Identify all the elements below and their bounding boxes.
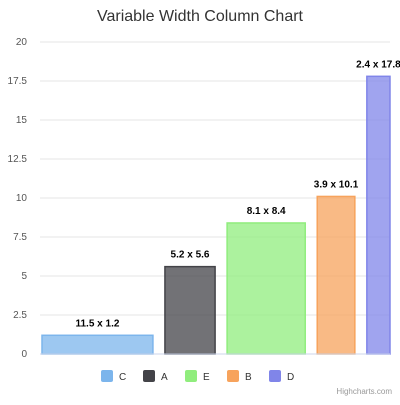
y-tick-label: 17.5	[8, 76, 28, 87]
legend-item-d[interactable]: D	[269, 370, 294, 383]
data-label-c: 11.5 x 1.2	[75, 318, 119, 329]
legend-label: D	[287, 372, 294, 383]
data-labels: 11.5 x 1.2 5.2 x 5.6 8.1 x 8.4 3.9 x 10.1 2.…	[75, 59, 400, 329]
y-axis-ticks: 0 2.5 5 7.5 10 12.5 15 17.5 20	[8, 37, 28, 360]
legend-swatch	[269, 370, 281, 382]
bar-b[interactable]	[316, 195, 356, 355]
legend-item-b[interactable]: B	[227, 370, 252, 383]
y-tick-label: 15	[16, 115, 28, 126]
legend-swatch	[185, 370, 197, 382]
legend-swatch	[143, 370, 155, 382]
y-tick-label: 7.5	[13, 232, 27, 243]
data-label-d: 2.4 x 17.8	[356, 59, 400, 70]
data-label-e: 8.1 x 8.4	[247, 206, 286, 217]
data-label-b: 3.9 x 10.1	[314, 179, 359, 190]
legend-label: B	[245, 372, 252, 383]
y-tick-label: 0	[21, 349, 27, 360]
legend-swatch	[227, 370, 239, 382]
bar-c[interactable]	[41, 334, 154, 355]
chart-title: Variable Width Column Chart	[97, 8, 304, 25]
bar-e[interactable]	[226, 222, 306, 355]
bars	[41, 75, 391, 355]
grid	[40, 41, 390, 316]
credits-link[interactable]: Highcharts.com	[336, 387, 392, 396]
bar-d[interactable]	[366, 75, 391, 355]
legend-label: A	[161, 372, 168, 383]
legend-item-e[interactable]: E	[185, 370, 210, 383]
y-tick-label: 10	[16, 193, 28, 204]
legend-label: C	[119, 372, 126, 383]
legend-item-c[interactable]: C	[101, 370, 126, 383]
y-tick-label: 12.5	[8, 154, 28, 165]
legend-item-a[interactable]: A	[143, 370, 168, 383]
y-tick-label: 5	[21, 271, 27, 282]
bar-a[interactable]	[164, 265, 216, 355]
data-label-a: 5.2 x 5.6	[171, 250, 210, 261]
legend-label: E	[203, 372, 210, 383]
y-tick-label: 20	[16, 37, 28, 48]
legend-swatch	[101, 370, 113, 382]
y-tick-label: 2.5	[13, 310, 27, 321]
